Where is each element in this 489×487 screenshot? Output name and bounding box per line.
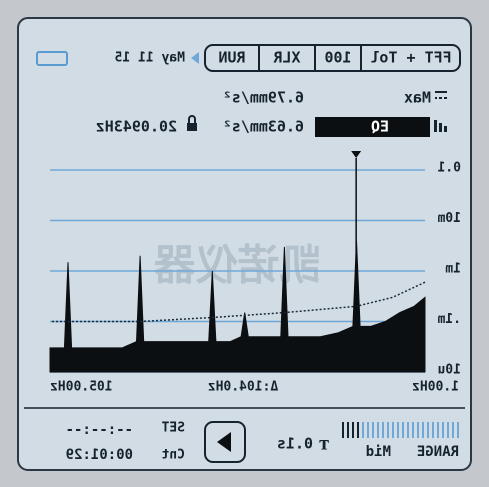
time-constant-icon: ᴛ [319, 431, 329, 455]
meter-bar [402, 422, 404, 438]
set-label: SET [161, 421, 185, 436]
meter-bar [442, 422, 444, 438]
meter-bar [367, 422, 369, 438]
date: May 11 15 [115, 51, 185, 66]
meter-bar [422, 422, 424, 438]
watermark: 凯诺仪器 [153, 241, 322, 290]
meter-bar [437, 422, 439, 438]
meter-bar [387, 422, 389, 438]
cursor-frequency: 20.0943Hz [96, 118, 177, 136]
set-time: --:--:-- [66, 422, 133, 438]
y-tick-label: 10u [438, 363, 461, 378]
x-tick-label: 1.00Hz [412, 380, 459, 395]
meter-bar [392, 422, 394, 438]
range-label: RANGE [417, 444, 459, 460]
meter-bar [342, 422, 344, 438]
y-tick-label: 0.1 [437, 161, 461, 176]
state: RUN [218, 49, 245, 67]
level-icon [439, 123, 442, 132]
range-value: Mid [366, 444, 391, 460]
count-label: Cnt [162, 448, 185, 463]
input: XLR [272, 49, 300, 67]
level-icon [444, 126, 447, 132]
meter-bar [377, 422, 379, 438]
level-icon [434, 120, 437, 132]
meter-bar [357, 422, 359, 438]
meter-bar [382, 422, 384, 438]
eq-label: EQ [371, 118, 389, 136]
count-time: 00:01:29 [66, 447, 133, 463]
delta-annotation: Δ:104.0Hz [208, 380, 278, 395]
lines: 100 [324, 49, 351, 67]
max-value: 6.79mm/s² [223, 89, 304, 107]
meter-bar [412, 422, 414, 438]
y-tick-label: .1m [437, 312, 461, 327]
meter-bar [362, 422, 364, 438]
meter-bar [432, 422, 434, 438]
meter-bar [347, 422, 349, 438]
screen: FFT + Tol 100 XLR RUN May 11 15 Max 6.79… [0, 0, 489, 487]
meter-bar [427, 422, 429, 438]
meter-bar [417, 422, 419, 438]
meter-bar [407, 422, 409, 438]
max-label: Max [404, 89, 431, 107]
meter-bar [352, 422, 354, 438]
mirrored-display: FFT + Tol 100 XLR RUN May 11 15 Max 6.79… [18, 18, 471, 470]
x-tick-label: 105.00Hz [50, 380, 113, 395]
y-tick-label: 10m [437, 211, 461, 226]
y-tick-label: 1m [445, 262, 461, 277]
meter-bar [447, 422, 449, 438]
lock-icon [187, 123, 197, 131]
meter-bar [457, 422, 459, 438]
meter-bar [452, 422, 454, 438]
eq-value: 6.63mm/s² [223, 118, 304, 136]
meter-bar [372, 422, 374, 438]
mode: FFT + Tol [370, 49, 451, 67]
meter-bar [397, 422, 399, 438]
time-constant: 0.1s [277, 435, 313, 453]
